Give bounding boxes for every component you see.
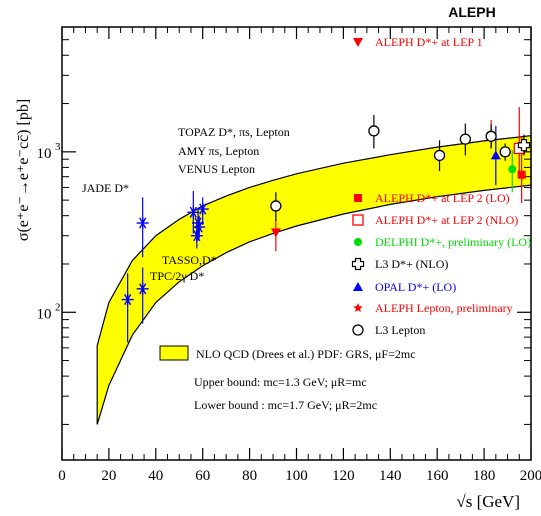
triangle-down-marker [270,228,281,238]
open-circle-marker [459,133,471,145]
y-tick-label: 10 [37,306,52,322]
data-point [499,143,511,161]
asterisk-marker [193,221,206,234]
triangle-up-marker [353,282,363,291]
data-point [459,123,471,156]
x-axis-label: √s [GeV] [456,492,520,511]
open-cross-marker [351,257,365,271]
x-tick-label: 160 [426,468,449,484]
square-marker [517,170,526,179]
legend-entry: ALEPH D*+ at LEP 2 (LO) [354,191,510,205]
legend-entry: ALEPH Lepton, preliminary [353,301,513,315]
experiment-annotation: AMY πs, Lepton [178,144,259,158]
band-upper-note: Upper bound: mc=1.3 GeV; μR=mc [194,375,367,389]
data-layer [121,107,531,343]
legend-label: OPAL D*+ (LO) [375,280,456,294]
legend-entry: ALEPH D*+ at LEP 2 (NLO) [352,213,518,227]
open-circle-marker [368,125,380,137]
x-tick-label: 20 [101,468,116,484]
triangle-up-marker [490,150,501,160]
data-point [187,191,200,234]
x-tick-label: 120 [332,468,355,484]
experiment-annotation: JADE D* [82,181,129,195]
square-marker [354,194,362,202]
open-circle-marker [270,200,282,212]
data-point [121,273,134,343]
data-point [433,140,446,171]
y-axis-label: σ(e⁺e⁻→e⁺e⁻cc̄) [pb] [15,99,32,241]
experiment-annotation: TOPAZ D*, πs, Lepton [178,125,290,139]
data-point [485,124,497,149]
asterisk-marker [196,203,209,216]
data-point [270,192,282,222]
legend-label: L3 D*+ (NLO) [375,257,448,271]
star-marker [353,303,363,312]
x-tick-label: 40 [148,468,163,484]
legend-layer: ALEPH D*+ at LEP 1 ALEPH D*+ at LEP 2 (LO… [351,35,531,337]
open-circle-marker [499,146,511,158]
asterisk-marker [187,206,200,219]
open-cross-marker [517,139,531,152]
y-tick-label-exponent: 3 [55,141,61,153]
x-tick-label: 0 [58,468,66,484]
legend-entry: ALEPH D*+ at LEP 1 [353,35,483,49]
circle-marker [354,238,362,246]
data-point [517,134,531,156]
experiment-annotation: VENUS Lepton [178,162,255,176]
data-point [368,114,380,149]
annotation-layer: TOPAZ D*, πs, Lepton AMY πs, Lepton VENUS … [82,125,290,283]
band-legend-label: NLO QCD (Drees et al.) PDF: GRS, μF=2mc [196,347,416,361]
triangle-down-marker [353,38,363,47]
legend-label: DELPHI D*+, preliminary (LO) [375,235,531,249]
data-point [193,215,206,239]
band-legend-swatch [159,345,189,361]
legend-label: ALEPH Lepton, preliminary [375,301,513,315]
circle-marker [508,165,517,174]
legend-label: ALEPH D*+ at LEP 2 (NLO) [375,213,518,227]
experiment-annotation: TASSO,D* [162,253,217,267]
data-point [136,197,149,258]
legend-entry: OPAL D*+ (LO) [353,280,456,294]
x-tick-label: 60 [195,468,210,484]
open-circle-marker [352,324,364,336]
open-circle-marker [433,149,446,162]
legend-label: ALEPH D*+ at LEP 2 (LO) [375,191,510,205]
legend-entry: L3 Lepton [352,323,425,337]
x-tick-label: 80 [242,468,257,484]
data-point [508,150,517,193]
open-square-marker [352,214,364,226]
band-legend-layer: NLO QCD (Drees et al.) PDF: GRS, μF=2mc U… [159,345,416,412]
experiment-annotation: TPC/2γ D* [150,269,204,283]
asterisk-marker [136,217,149,230]
legend-label: L3 Lepton [375,323,425,337]
asterisk-marker [136,282,149,295]
legend-entry: DELPHI D*+, preliminary (LO) [354,235,531,249]
data-point [270,219,281,252]
band-lower-note: Lower bound : mc=1.7 GeV; μR=2mc [194,398,377,412]
x-tick-label: 180 [473,468,496,484]
data-point [196,197,209,225]
data-point [136,267,149,324]
x-tick-label: 200 [520,468,541,484]
open-circle-marker [485,130,497,142]
y-tick-label: 10 [37,146,52,162]
x-tick-label: 100 [285,468,308,484]
asterisk-marker [121,293,134,306]
y-tick-label-exponent: 2 [55,301,61,313]
legend-entry: L3 D*+ (NLO) [351,257,448,271]
legend-label: ALEPH D*+ at LEP 1 [375,35,483,49]
chart-header: ALEPH [448,4,495,20]
x-tick-label: 140 [379,468,402,484]
